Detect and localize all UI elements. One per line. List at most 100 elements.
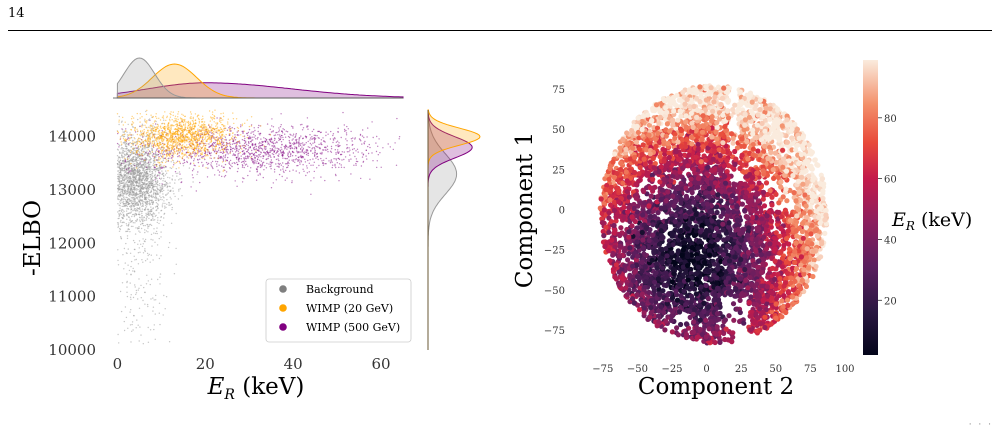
point-wimp20 <box>201 139 203 142</box>
point-background <box>141 218 143 220</box>
point-wimp500 <box>186 160 188 163</box>
point-wimp500 <box>222 157 224 159</box>
point-wimp500 <box>318 147 320 149</box>
point-wimp20 <box>167 128 169 130</box>
point-wimp20 <box>156 150 158 153</box>
point-wimp20 <box>215 125 217 127</box>
point-wimp500 <box>274 149 276 151</box>
point-wimp500 <box>280 137 282 139</box>
point-wimp500 <box>156 175 158 177</box>
point-background <box>144 303 146 305</box>
point-background <box>122 185 124 188</box>
point-wimp500 <box>276 165 278 168</box>
point-background <box>150 233 153 236</box>
point-background <box>171 206 173 209</box>
point-wimp500 <box>202 155 205 158</box>
point-wimp500 <box>259 166 262 169</box>
point-wimp500 <box>360 165 363 167</box>
point-wimp500 <box>253 146 256 149</box>
point-wimp20 <box>140 133 143 136</box>
point-background <box>173 193 175 195</box>
point-background <box>132 213 134 216</box>
point-wimp20 <box>229 144 231 147</box>
point-background <box>146 174 148 176</box>
point-background <box>126 230 128 233</box>
point-wimp500 <box>217 149 220 151</box>
point-background <box>142 188 144 190</box>
point-wimp500 <box>224 156 226 159</box>
point-wimp500 <box>218 174 220 176</box>
point-wimp20 <box>204 127 206 129</box>
point-wimp20 <box>221 135 223 138</box>
point-wimp500 <box>224 174 227 177</box>
point-wimp20 <box>203 134 205 137</box>
point-wimp500 <box>276 131 278 134</box>
point-background <box>123 196 125 198</box>
point-wimp20 <box>186 144 188 146</box>
point-wimp20 <box>130 142 133 145</box>
point-wimp20 <box>164 149 166 151</box>
point-background <box>117 223 119 226</box>
point-wimp20 <box>140 130 142 133</box>
point-background <box>120 194 122 197</box>
point-background <box>132 190 134 193</box>
point-wimp500 <box>124 159 127 161</box>
point-wimp500 <box>322 149 324 151</box>
point-wimp20 <box>196 151 199 154</box>
point-wimp500 <box>361 152 363 154</box>
point-wimp20 <box>173 148 176 151</box>
point-wimp20 <box>210 130 212 132</box>
point-background <box>147 155 149 157</box>
point-wimp20 <box>139 117 141 119</box>
point-background <box>144 238 147 241</box>
point-wimp20 <box>205 167 207 169</box>
point-wimp500 <box>296 165 298 167</box>
point-background <box>127 136 129 138</box>
point-wimp20 <box>148 126 150 128</box>
point-wimp500 <box>319 152 321 154</box>
point-wimp20 <box>204 137 206 139</box>
point-wimp20 <box>207 150 209 152</box>
point-background <box>140 161 143 163</box>
point-wimp500 <box>252 131 255 133</box>
point-background <box>126 286 128 288</box>
point-wimp20 <box>269 134 272 136</box>
point-background <box>122 149 124 151</box>
point-wimp500 <box>212 141 215 144</box>
point-wimp20 <box>158 158 160 160</box>
point-wimp20 <box>205 128 207 131</box>
point-wimp500 <box>244 157 247 159</box>
point-background <box>127 201 129 204</box>
point-wimp500 <box>289 133 291 135</box>
point-background <box>136 159 139 162</box>
point-background <box>156 181 159 184</box>
point-wimp500 <box>309 142 312 145</box>
point-background <box>167 189 169 191</box>
point-wimp500 <box>225 159 227 161</box>
point-wimp20 <box>191 152 194 154</box>
point-wimp500 <box>181 181 183 183</box>
point-background <box>127 327 129 329</box>
point-background <box>161 187 163 189</box>
point-wimp20 <box>178 134 180 136</box>
point-wimp20 <box>207 155 209 157</box>
point-background <box>144 148 146 150</box>
point-wimp20 <box>163 123 166 125</box>
point-wimp20 <box>151 151 153 153</box>
point-background <box>122 192 124 194</box>
point-wimp500 <box>294 159 296 161</box>
point-wimp20 <box>226 144 228 147</box>
point-wimp500 <box>299 124 302 126</box>
point-wimp20 <box>172 156 174 158</box>
point-background <box>140 190 143 192</box>
point-wimp500 <box>255 148 258 150</box>
point-wimp500 <box>258 143 260 145</box>
point-wimp20 <box>159 119 162 121</box>
point-wimp500 <box>259 159 261 161</box>
point-wimp500 <box>279 162 281 165</box>
point-background <box>129 296 132 298</box>
point-wimp20 <box>187 139 189 141</box>
point-wimp500 <box>264 140 266 143</box>
point-wimp500 <box>258 154 260 156</box>
point-background <box>133 314 135 317</box>
